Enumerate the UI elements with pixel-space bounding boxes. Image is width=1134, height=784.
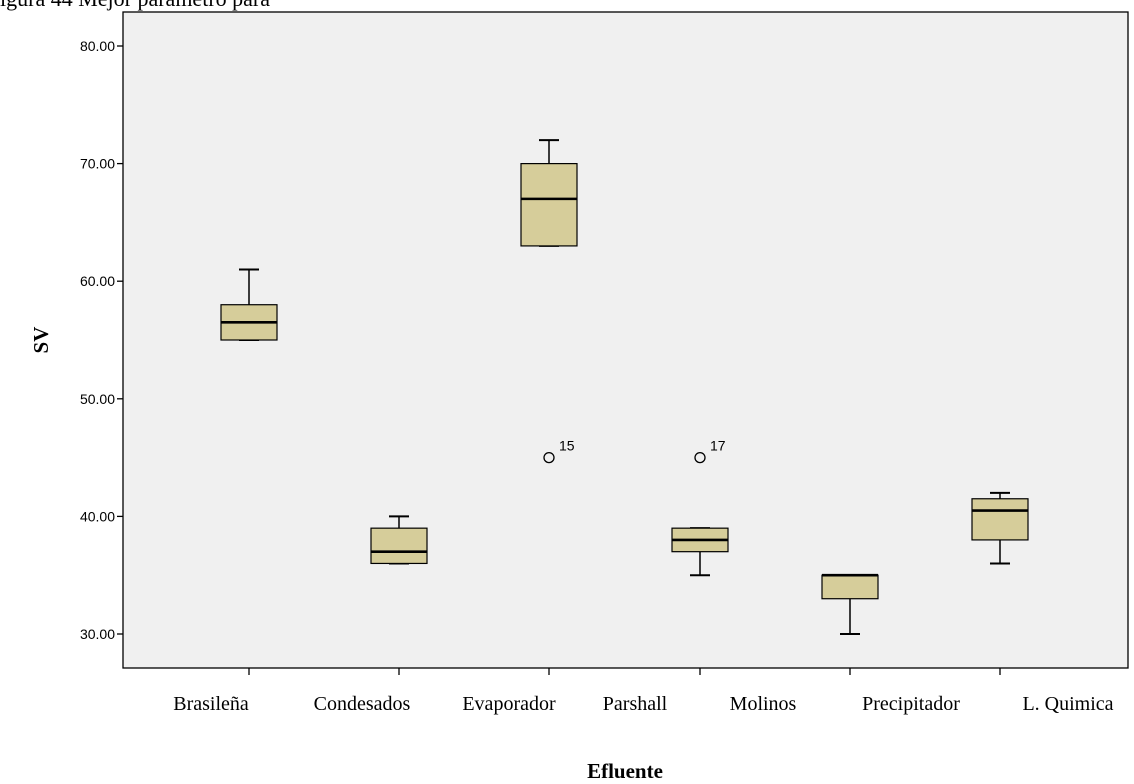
y-axis: 30.00 40.00 50.00 60.00 70.00 80.00	[80, 38, 123, 642]
outlier-point	[543, 451, 555, 464]
y-tick-label: 30.00	[80, 626, 115, 642]
box-group	[821, 573, 879, 635]
box	[971, 498, 1029, 541]
x-category-label: Brasileña	[173, 693, 249, 715]
outlier-label: 17	[710, 438, 726, 454]
box	[821, 574, 879, 600]
x-category-label: Parshall	[603, 693, 668, 715]
x-axis-title: Efluente	[587, 759, 663, 783]
x-category-label: L. Quimica	[1022, 693, 1113, 715]
outlier-label: 15	[559, 438, 575, 454]
box-series: 15 17	[220, 139, 1029, 635]
y-tick-label: 70.00	[80, 156, 115, 172]
y-tick-label: 80.00	[80, 38, 115, 54]
box	[520, 163, 578, 247]
box-group: 17	[671, 438, 729, 577]
x-category-label: Precipitador	[862, 693, 960, 715]
plot-area	[122, 11, 1129, 669]
figure-caption-fragment: igura 44 Mejor parametro para	[0, 0, 270, 12]
box	[370, 527, 428, 565]
x-axis: Brasileña Condesados Evaporador Parshall Mol…	[173, 668, 1114, 715]
y-tick-label: 40.00	[80, 508, 115, 524]
outlier-point	[694, 451, 706, 464]
y-tick-label: 60.00	[80, 273, 115, 289]
x-category-label: Molinos	[730, 693, 797, 715]
y-tick-label: 50.00	[80, 391, 115, 407]
x-category-label: Condesados	[314, 693, 411, 715]
box-group: 15	[520, 139, 578, 464]
box-group	[220, 268, 278, 341]
box-group	[971, 491, 1029, 565]
y-axis-title: SV	[29, 327, 53, 354]
box-group	[370, 515, 428, 565]
x-category-label: Evaporador	[462, 693, 556, 715]
